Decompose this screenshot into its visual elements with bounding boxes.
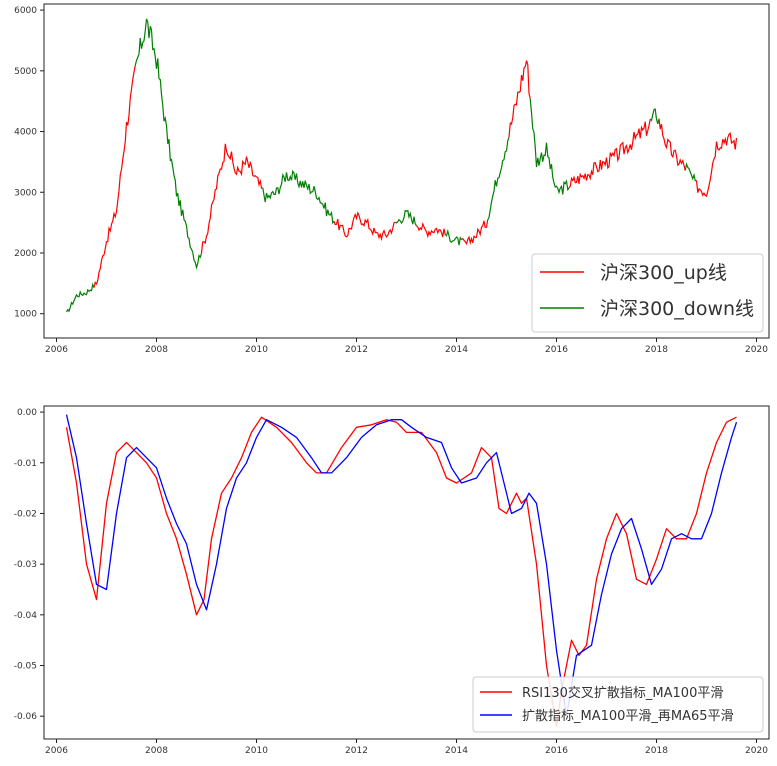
y-tick-label: 0.00 — [17, 408, 37, 418]
top-plot: 2006 2008 2010 2012 2014 2016 2018 2020 1000 2000… — [14, 3, 770, 355]
series-line-up — [416, 221, 446, 239]
series-line-up — [658, 118, 686, 171]
legend-label: 扩散指标_MA100平滑_再MA65平滑 — [522, 709, 734, 724]
y-tick-label: -0.04 — [14, 611, 38, 621]
x-tick-label: 2008 — [145, 345, 168, 355]
series-line-up — [695, 131, 738, 198]
plot-frame — [43, 405, 770, 740]
x-tick-label: 2018 — [645, 746, 668, 756]
x-tick-label: 2006 — [45, 345, 68, 355]
y-tick-label: 3000 — [14, 188, 37, 198]
series-line-up — [200, 143, 263, 254]
x-tick-label: 2014 — [445, 345, 468, 355]
bottom-plot: 2006 2008 2010 2012 2014 2016 2018 2020 0.00 -0.0… — [14, 405, 770, 756]
series-line-up — [461, 219, 489, 246]
series-line-down — [684, 162, 697, 182]
series-line-up — [568, 118, 651, 189]
series-line-down — [649, 108, 660, 125]
x-tick-label: 2020 — [745, 746, 768, 756]
series-line-up — [93, 65, 136, 288]
y-tick-label: -0.03 — [14, 560, 37, 570]
series-line-ma65 — [65, 414, 738, 717]
x-tick-label: 2016 — [545, 345, 568, 355]
x-tick-label: 2012 — [345, 345, 368, 355]
x-tick-label: 2012 — [345, 746, 368, 756]
series-line-down — [487, 136, 510, 221]
series-line-down — [444, 228, 463, 246]
y-tick-label: 1000 — [14, 310, 37, 320]
x-tick-label: 2006 — [45, 746, 68, 756]
series-line-up — [508, 60, 531, 138]
series-line-down — [529, 98, 570, 195]
legend-label: 沪深300_down线 — [600, 298, 754, 320]
y-tick-label: -0.02 — [14, 509, 37, 519]
y-tick-label: -0.05 — [14, 662, 37, 672]
series-line-down — [65, 282, 95, 313]
y-tick-label: 2000 — [14, 249, 37, 259]
legend-box — [531, 253, 764, 333]
series-line-down — [134, 18, 203, 270]
x-tick-label: 2018 — [645, 345, 668, 355]
legend-box — [472, 676, 764, 733]
y-tick-label: -0.06 — [14, 712, 38, 722]
y-tick-label: 4000 — [14, 128, 37, 138]
x-tick-label: 2010 — [245, 345, 268, 355]
x-tick-label: 2010 — [245, 746, 268, 756]
x-tick-label: 2016 — [545, 746, 568, 756]
series-line-down — [394, 209, 418, 227]
legend-label: RSI130交叉扩散指标_MA100平滑 — [522, 685, 723, 701]
legend-label: 沪深300_up线 — [600, 262, 727, 284]
plot-frame — [43, 3, 770, 339]
x-tick-label: 2020 — [745, 345, 768, 355]
series-line-rsi — [65, 416, 737, 727]
y-tick-label: 5000 — [14, 67, 37, 77]
series-line-down — [262, 169, 335, 225]
series-line-up — [333, 211, 396, 242]
x-tick-label: 2008 — [145, 746, 168, 756]
x-tick-label: 2014 — [445, 746, 468, 756]
y-tick-label: 6000 — [14, 6, 37, 16]
y-tick-label: -0.01 — [14, 459, 37, 469]
